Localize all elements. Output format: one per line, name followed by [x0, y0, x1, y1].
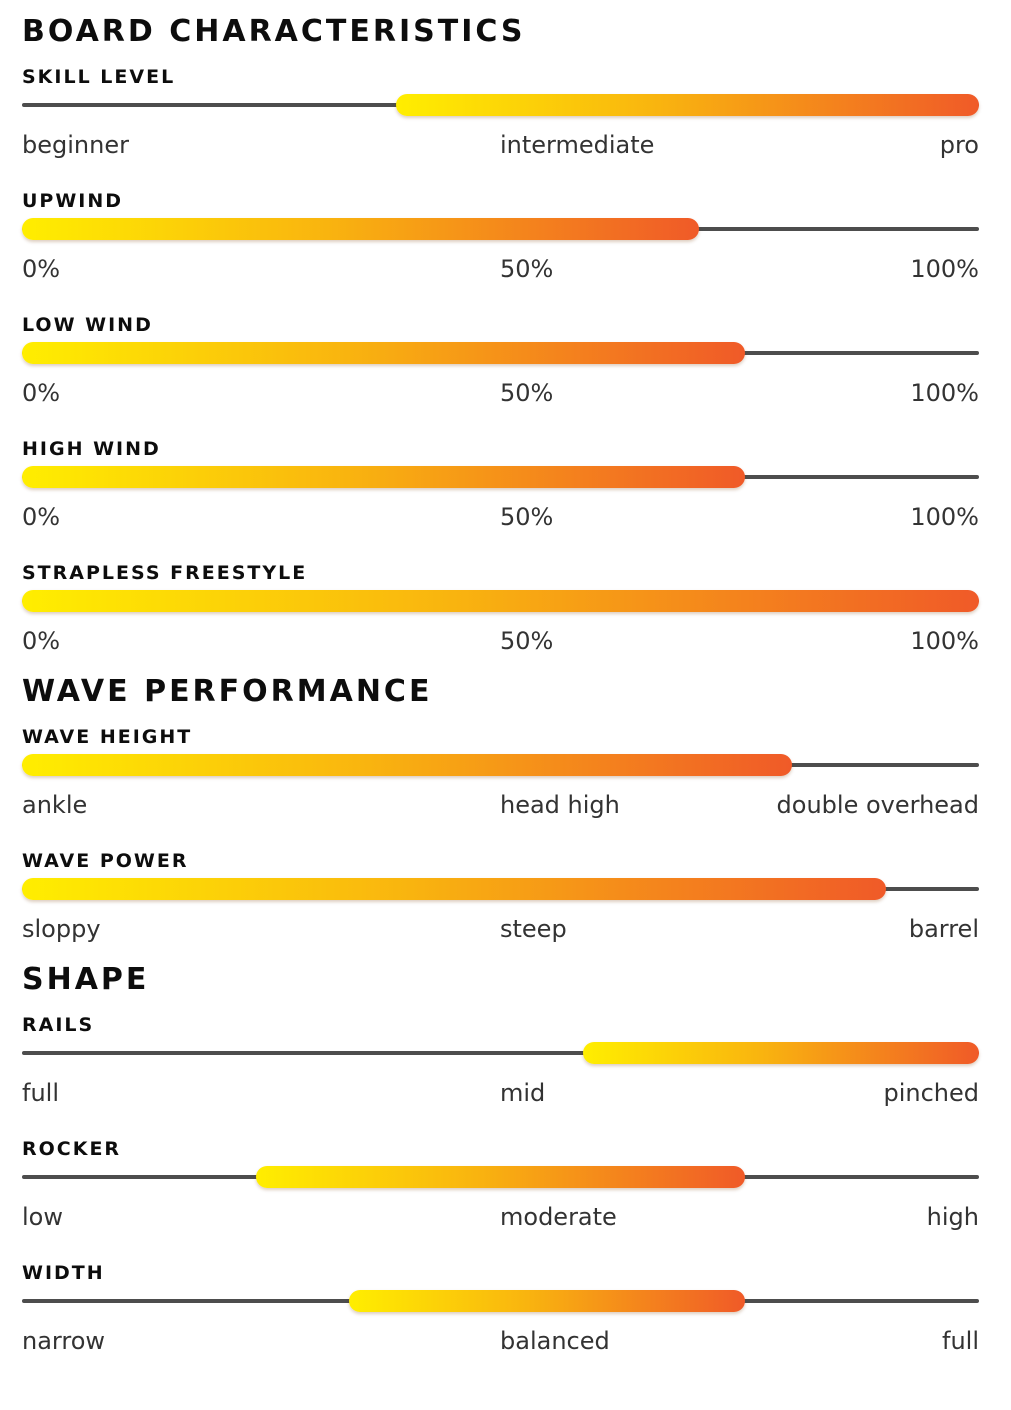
scale-label-mid: 50%	[500, 255, 554, 283]
rating-scale: 0% 50% 100%	[22, 500, 979, 534]
scale-label-mid: 50%	[500, 379, 554, 407]
rating-fill-bar	[22, 878, 886, 900]
rating-label: HIGH WIND	[22, 438, 161, 460]
scale-label-mid: intermediate	[500, 131, 655, 159]
rating-scale: narrow balanced full	[22, 1324, 979, 1358]
section-title: WAVE PERFORMANCE	[22, 674, 433, 709]
scale-label-right: 100%	[910, 255, 979, 283]
rating-track	[22, 1289, 979, 1313]
rating-row-skill-level: SKILL LEVEL beginner intermediate pro	[22, 52, 979, 176]
rating-label: WAVE HEIGHT	[22, 726, 193, 748]
scale-label-mid: moderate	[500, 1203, 617, 1231]
rating-scale: 0% 50% 100%	[22, 376, 979, 410]
rating-label: ROCKER	[22, 1138, 122, 1160]
scale-label-right: 100%	[910, 379, 979, 407]
rating-track	[22, 753, 979, 777]
section-shape: SHAPE RAILS full mid pinched ROCKER low moderat…	[22, 960, 979, 1368]
scale-label-left: low	[22, 1203, 63, 1231]
scale-label-right: full	[942, 1327, 979, 1355]
rating-track	[22, 93, 979, 117]
rating-label: STRAPLESS FREESTYLE	[22, 562, 308, 584]
scale-label-mid: balanced	[500, 1327, 610, 1355]
rating-scale: full mid pinched	[22, 1076, 979, 1110]
scale-label-right: barrel	[908, 915, 979, 943]
section-title: BOARD CHARACTERISTICS	[22, 14, 526, 49]
scale-label-right: 100%	[910, 503, 979, 531]
rating-scale: 0% 50% 100%	[22, 252, 979, 286]
rating-track	[22, 1041, 979, 1065]
rating-row-rails: RAILS full mid pinched	[22, 1000, 979, 1124]
rating-label: WAVE POWER	[22, 850, 189, 872]
rating-label: UPWIND	[22, 190, 124, 212]
rating-label: SKILL LEVEL	[22, 66, 176, 88]
scale-label-mid: steep	[500, 915, 567, 943]
scale-label-mid: mid	[500, 1079, 546, 1107]
rating-track	[22, 877, 979, 901]
rating-scale: ankle head high double overhead	[22, 788, 979, 822]
scale-label-left: full	[22, 1079, 59, 1107]
section-title: SHAPE	[22, 962, 150, 997]
rating-scale: sloppy steep barrel	[22, 912, 979, 946]
scale-label-right: double overhead	[776, 791, 979, 819]
scale-label-left: 0%	[22, 255, 61, 283]
rating-track-line	[22, 1051, 979, 1055]
scale-label-mid: 50%	[500, 503, 554, 531]
rating-row-high-wind: HIGH WIND 0% 50% 100%	[22, 424, 979, 548]
rating-fill-bar	[22, 218, 699, 240]
rating-row-wave-height: WAVE HEIGHT ankle head high double overhead	[22, 712, 979, 836]
rating-track	[22, 589, 979, 613]
scale-label-right: high	[926, 1203, 979, 1231]
rating-track	[22, 1165, 979, 1189]
scale-label-left: 0%	[22, 379, 61, 407]
scale-label-mid: head high	[500, 791, 620, 819]
rating-fill-bar	[22, 342, 745, 364]
scale-label-left: 0%	[22, 627, 61, 655]
board-characteristics-panel: BOARD CHARACTERISTICS SKILL LEVEL beginner…	[22, 12, 979, 1368]
rating-fill-bar	[256, 1166, 745, 1188]
rating-row-strapless-freestyle: STRAPLESS FREESTYLE 0% 50% 100%	[22, 548, 979, 668]
rating-fill-bar	[349, 1290, 745, 1312]
rating-row-upwind: UPWIND 0% 50% 100%	[22, 176, 979, 300]
rating-scale: beginner intermediate pro	[22, 128, 979, 162]
rating-scale: low moderate high	[22, 1200, 979, 1234]
rating-fill-bar	[583, 1042, 979, 1064]
rating-fill-bar	[396, 94, 979, 116]
rating-row-width: WIDTH narrow balanced full	[22, 1248, 979, 1368]
scale-label-left: 0%	[22, 503, 61, 531]
scale-label-mid: 50%	[500, 627, 554, 655]
rating-fill-bar	[22, 466, 745, 488]
rating-track	[22, 465, 979, 489]
section-wave-performance: WAVE PERFORMANCE WAVE HEIGHT ankle head hig…	[22, 672, 979, 956]
section-board-characteristics: BOARD CHARACTERISTICS SKILL LEVEL beginner…	[22, 12, 979, 668]
scale-label-left: narrow	[22, 1327, 106, 1355]
scale-label-left: sloppy	[22, 915, 101, 943]
rating-fill-bar	[22, 590, 979, 612]
rating-fill-bar	[22, 754, 792, 776]
rating-label: LOW WIND	[22, 314, 153, 336]
rating-row-rocker: ROCKER low moderate high	[22, 1124, 979, 1248]
rating-track	[22, 217, 979, 241]
rating-scale: 0% 50% 100%	[22, 624, 979, 658]
rating-track	[22, 341, 979, 365]
scale-label-right: pinched	[883, 1079, 979, 1107]
rating-row-wave-power: WAVE POWER sloppy steep barrel	[22, 836, 979, 956]
scale-label-right: 100%	[910, 627, 979, 655]
scale-label-right: pro	[939, 131, 979, 159]
rating-label: WIDTH	[22, 1262, 105, 1284]
scale-label-left: ankle	[22, 791, 88, 819]
rating-row-low-wind: LOW WIND 0% 50% 100%	[22, 300, 979, 424]
rating-label: RAILS	[22, 1014, 95, 1036]
scale-label-left: beginner	[22, 131, 129, 159]
